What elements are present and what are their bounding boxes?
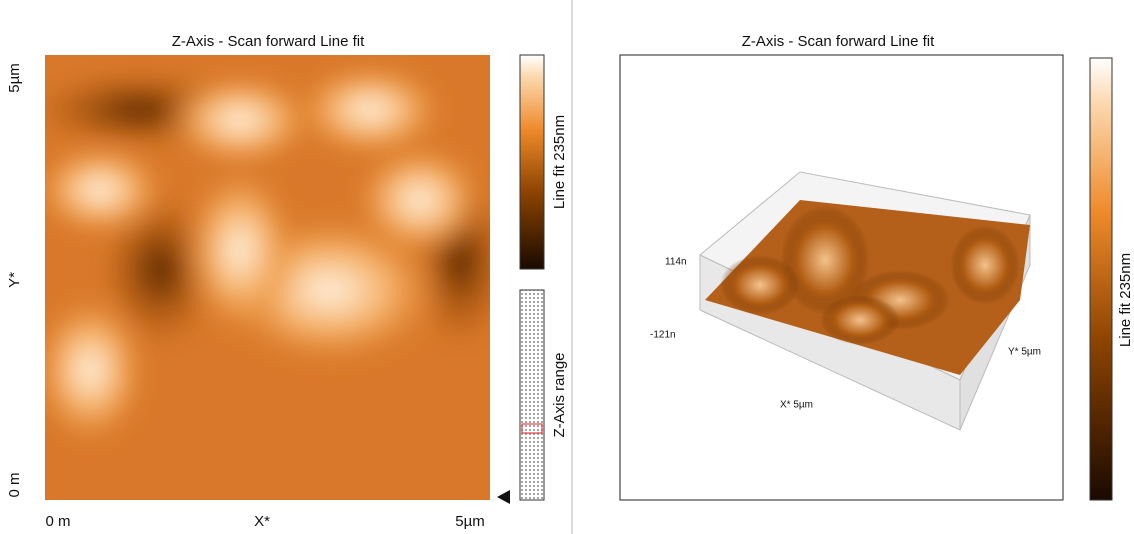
- colorbar-label-3d: Line fit 235nm: [1117, 253, 1134, 347]
- left-title: Z-Axis - Scan forward Line fit: [172, 33, 365, 50]
- z-top-label: 114n: [665, 257, 687, 268]
- y-axis-label-3d: Y* 5µm: [1008, 347, 1041, 358]
- colorbar-3d: [1090, 58, 1112, 500]
- right-title: Z-Axis - Scan forward Line fit: [742, 33, 935, 50]
- x-axis-label: X*: [254, 513, 270, 530]
- colorbar-label: Line fit 235nm: [551, 115, 568, 209]
- y-bottom-label: 0 m: [6, 472, 23, 497]
- y-axis-label: Y*: [6, 272, 23, 288]
- x-axis-label-3d: X* 5µm: [780, 400, 813, 411]
- screenshot: Z-Axis - Scan forward Line fit 5µm Y* 0 …: [0, 0, 1134, 534]
- page: Z-Axis - Scan forward Line fit 5µm Y* 0 …: [0, 0, 1134, 534]
- afm-image: [30, 55, 510, 500]
- range-label: Z-Axis range: [551, 352, 568, 437]
- colorbar: [520, 55, 544, 269]
- x-right-label: 5µm: [455, 513, 484, 530]
- z-bottom-label: -121n: [650, 330, 676, 341]
- z-range-bar[interactable]: [520, 290, 544, 500]
- y-top-label: 5µm: [6, 63, 23, 92]
- x-left-label: 0 m: [45, 513, 70, 530]
- range-pointer[interactable]: [497, 490, 510, 504]
